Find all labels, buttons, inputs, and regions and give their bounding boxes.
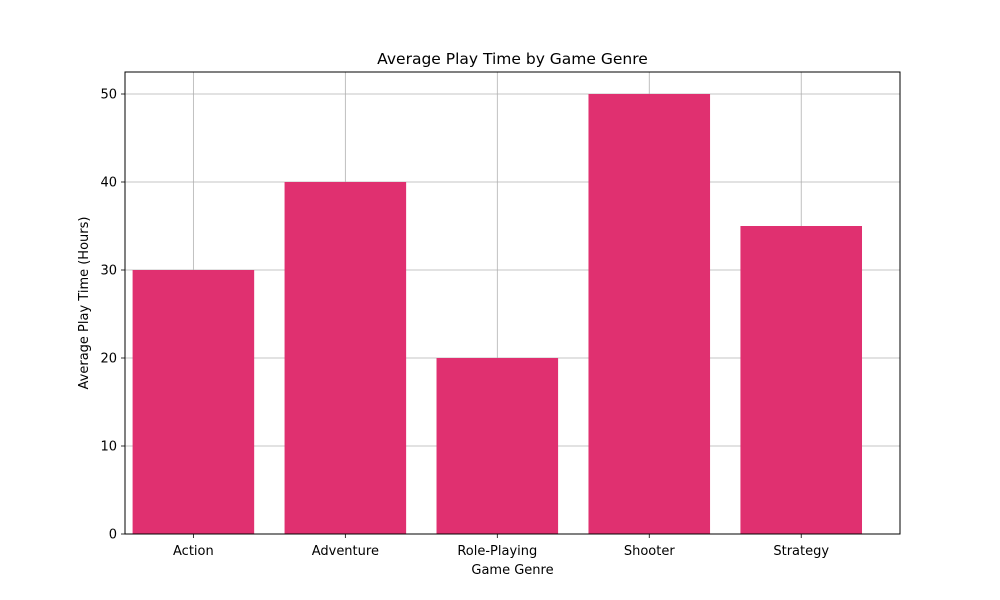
x-tick-label: Strategy [773,544,829,559]
y-tick-label: 0 [109,528,117,543]
x-axis: Action Adventure Role-Playing Shooter Strate… [173,534,829,559]
bar-action [132,270,255,534]
y-tick-label: 30 [100,264,117,279]
bar-shooter [588,94,711,534]
bar-adventure [284,182,407,534]
bar-strategy [740,226,863,534]
y-tick-label: 50 [100,88,117,103]
plot-frame [124,71,901,535]
y-axis: 0 10 20 30 40 50 [100,88,125,543]
x-tick-label: Action [173,544,214,559]
x-tick-label: Role-Playing [457,544,537,559]
bars [132,94,863,534]
y-tick-label: 10 [100,440,117,455]
x-tick-label: Shooter [624,544,675,559]
bar-role-playing [436,358,559,534]
y-axis-label: Average Play Time (Hours) [77,217,92,390]
chart-title: Average Play Time by Game Genre [377,50,648,68]
x-axis-label: Game Genre [471,563,553,578]
x-tick-label: Adventure [312,544,379,559]
y-tick-label: 20 [100,352,117,367]
y-tick-label: 40 [100,176,117,191]
